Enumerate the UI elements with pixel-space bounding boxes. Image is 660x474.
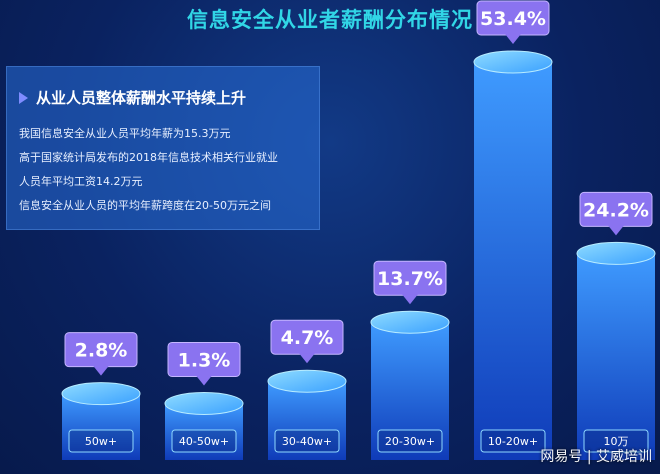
info-heading-text: 从业人员整体薪酬水平持续上升 — [36, 89, 247, 107]
bar-cap — [370, 310, 450, 334]
value-label: 13.7% — [377, 268, 443, 290]
value-label-pointer — [608, 225, 624, 236]
bar-cap — [267, 369, 347, 393]
value-label-pointer — [299, 353, 315, 364]
category-label-box — [274, 429, 340, 453]
bar-cap — [473, 50, 553, 74]
category-label: 20-30w+ — [385, 435, 435, 448]
category-label-box — [171, 429, 237, 453]
category-label-box — [480, 429, 546, 453]
category-label: 50w+ — [85, 435, 117, 448]
bar — [474, 62, 552, 460]
info-heading: 从业人员整体薪酬水平持续上升 — [19, 87, 246, 108]
bar — [577, 253, 655, 460]
info-panel: 从业人员整体薪酬水平持续上升 我国信息安全从业人员平均年薪为15.3万元 高于国… — [6, 66, 320, 230]
category-label-box — [583, 429, 649, 453]
category-label: 40-50w+ — [179, 435, 229, 448]
bar-cap — [61, 382, 141, 406]
bar-cap — [164, 391, 244, 415]
value-label: 2.8% — [75, 340, 128, 362]
bar-cap — [576, 241, 656, 265]
category-label: 10万 — [604, 435, 629, 448]
value-label-pointer — [196, 375, 212, 386]
bar — [371, 322, 449, 460]
value-label-pointer — [505, 34, 521, 44]
value-label: 24.2% — [583, 199, 649, 221]
category-label-box — [68, 429, 134, 453]
value-label: 53.4% — [480, 8, 546, 30]
info-line: 我国信息安全从业人员平均年薪为15.3万元 — [19, 127, 231, 140]
value-label: 1.3% — [178, 349, 231, 371]
info-line: 信息安全从业人员的平均年薪跨度在20-50万元之间 — [19, 199, 271, 212]
chart-title: 信息安全从业者薪酬分布情况 — [187, 8, 473, 32]
category-label: 10-20w+ — [488, 435, 538, 448]
info-line: 高于国家统计局发布的2018年信息技术相关行业就业 — [19, 151, 278, 164]
info-line: 人员年平均工资14.2万元 — [19, 175, 143, 188]
value-label: 4.7% — [281, 327, 334, 349]
category-label: 30-40w+ — [282, 435, 332, 448]
category-label-box — [377, 429, 443, 453]
watermark: 网易号 | 艾威培训 — [540, 449, 652, 465]
value-label-pointer — [93, 365, 109, 376]
bar — [268, 381, 346, 460]
value-label-pointer — [402, 294, 418, 305]
triangle-marker-icon — [19, 92, 28, 104]
